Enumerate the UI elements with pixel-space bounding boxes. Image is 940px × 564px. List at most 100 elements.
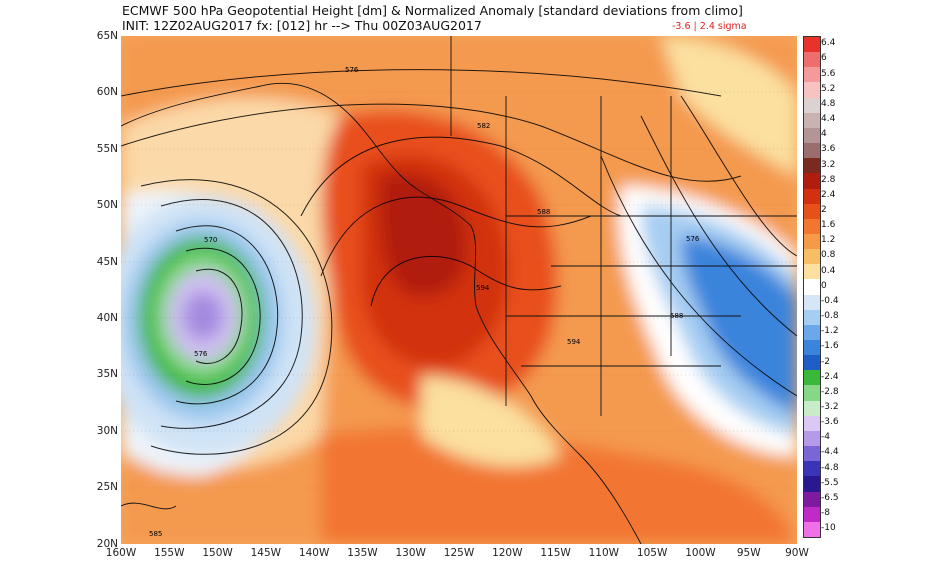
longitude-label: 130W <box>395 547 426 559</box>
colorbar-label: -2.4 <box>821 371 839 382</box>
colorbar-segment <box>804 476 820 493</box>
colorbar-segment <box>804 461 820 477</box>
latitude-label: 50N <box>96 199 118 212</box>
contour-label: 588 <box>670 312 683 320</box>
colorbar-label: 2 <box>821 205 827 215</box>
colorbar-label: 1.2 <box>821 235 836 246</box>
latitude-label: 20N <box>96 537 118 550</box>
contour-label: 576 <box>194 350 208 358</box>
colorbar-segment <box>804 158 820 174</box>
latitude-label: 30N <box>96 424 118 437</box>
colorbar-label: 0.8 <box>821 250 836 261</box>
longitude-label: 135W <box>347 547 378 559</box>
latitude-label: 55N <box>96 142 118 155</box>
colorbar-segment <box>804 173 820 189</box>
longitude-label: 145W <box>250 547 282 559</box>
longitude-label: 140W <box>298 547 330 559</box>
longitude-label: 115W <box>540 547 571 559</box>
latitude-label: 40N <box>96 312 118 324</box>
colorbar-label: 6 <box>821 53 827 64</box>
colorbar-segment <box>804 385 820 402</box>
latitude-label: 65N <box>96 30 118 42</box>
colorbar-segment <box>804 294 820 311</box>
colorbar-segment <box>804 264 820 280</box>
colorbar <box>803 36 821 538</box>
colorbar-segment <box>804 521 820 538</box>
colorbar-segment <box>804 233 820 250</box>
colorbar-label: -4 <box>821 432 830 443</box>
colorbar-segment <box>804 446 820 462</box>
colorbar-label: 3.6 <box>821 144 836 155</box>
colorbar-label: -3.2 <box>821 401 839 412</box>
colorbar-label: 0 <box>821 280 827 291</box>
contour-label: 570 <box>204 236 217 244</box>
contour-label: 594 <box>476 284 490 292</box>
colorbar-segment <box>804 400 820 417</box>
colorbar-label: 3.2 <box>821 159 836 170</box>
latitude-label: 25N <box>96 481 118 494</box>
contour-label: 576 <box>345 66 359 74</box>
colorbar-label: -0.4 <box>821 295 839 306</box>
longitude-label: 95W <box>736 547 761 559</box>
chart-subtitle: INIT: 12Z02AUG2017 fx: [012] hr --> Thu … <box>122 18 482 33</box>
chart-title: ECMWF 500 hPa Geopotential Height [dm] &… <box>122 3 743 18</box>
min-max-label: -3.6 | 2.4 sigma <box>672 21 747 32</box>
colorbar-label: 4.8 <box>821 98 836 109</box>
colorbar-segment <box>804 249 820 265</box>
colorbar-segment <box>804 415 820 432</box>
colorbar-label: -10 <box>821 523 836 534</box>
colorbar-segment <box>804 324 820 341</box>
colorbar-label: 5.6 <box>821 68 836 79</box>
colorbar-label: -5.5 <box>821 477 839 488</box>
colorbar-segment <box>804 340 820 356</box>
contour-label: 594 <box>567 338 581 346</box>
colorbar-label: -0.8 <box>821 311 839 322</box>
colorbar-segment <box>804 491 820 508</box>
colorbar-label: 0.4 <box>821 265 836 276</box>
colorbar-segment <box>804 127 820 144</box>
colorbar-label: 2.8 <box>821 174 836 185</box>
colorbar-segment <box>804 188 820 205</box>
colorbar-segment <box>804 309 820 326</box>
longitude-label: 105W <box>636 547 668 559</box>
colorbar-label: -4.4 <box>821 447 839 458</box>
colorbar-segment <box>804 203 820 220</box>
colorbar-label: 2.4 <box>821 189 836 200</box>
contour-label: 588 <box>537 208 550 216</box>
colorbar-segment <box>804 112 820 129</box>
colorbar-segment <box>804 67 820 83</box>
colorbar-segment <box>804 52 820 68</box>
latitude-label: 35N <box>96 368 118 381</box>
colorbar-segment <box>804 97 820 114</box>
colorbar-segment <box>804 37 820 53</box>
colorbar-segment <box>804 279 820 296</box>
colorbar-label: -1.6 <box>821 341 839 352</box>
longitude-label: 100W <box>685 547 716 559</box>
colorbar-segment <box>804 355 820 371</box>
colorbar-label: -8 <box>821 508 830 519</box>
longitude-label: 155W <box>154 547 185 559</box>
longitude-label: 160W <box>105 547 137 559</box>
colorbar-segment <box>804 143 820 159</box>
colorbar-label: -1.2 <box>821 326 839 337</box>
longitude-label: 120W <box>492 547 523 559</box>
colorbar-label: -3.6 <box>821 417 839 428</box>
colorbar-segment <box>804 370 820 386</box>
colorbar-label: 4.4 <box>821 114 836 125</box>
colorbar-segment <box>804 506 820 523</box>
colorbar-label: -2 <box>821 356 830 367</box>
anomaly-map: 576 582 588 570 576 594 594 576 588 585 <box>121 36 797 544</box>
colorbar-label: -2.8 <box>821 386 839 397</box>
colorbar-label: -4.8 <box>821 462 839 473</box>
longitude-label: 110W <box>588 547 620 559</box>
contour-label-group: 576 582 588 570 576 594 594 576 588 585 <box>149 66 700 538</box>
contour-label: 582 <box>477 122 490 130</box>
colorbar-segment <box>804 82 820 99</box>
longitude-label: 125W <box>443 547 475 559</box>
colorbar-label: 6.4 <box>821 38 836 49</box>
colorbar-label: 5.2 <box>821 83 836 94</box>
colorbar-label: 4 <box>821 129 827 140</box>
colorbar-label: 1.6 <box>821 220 836 231</box>
colorbar-segment <box>804 218 820 235</box>
longitude-label: 90W <box>785 547 809 559</box>
